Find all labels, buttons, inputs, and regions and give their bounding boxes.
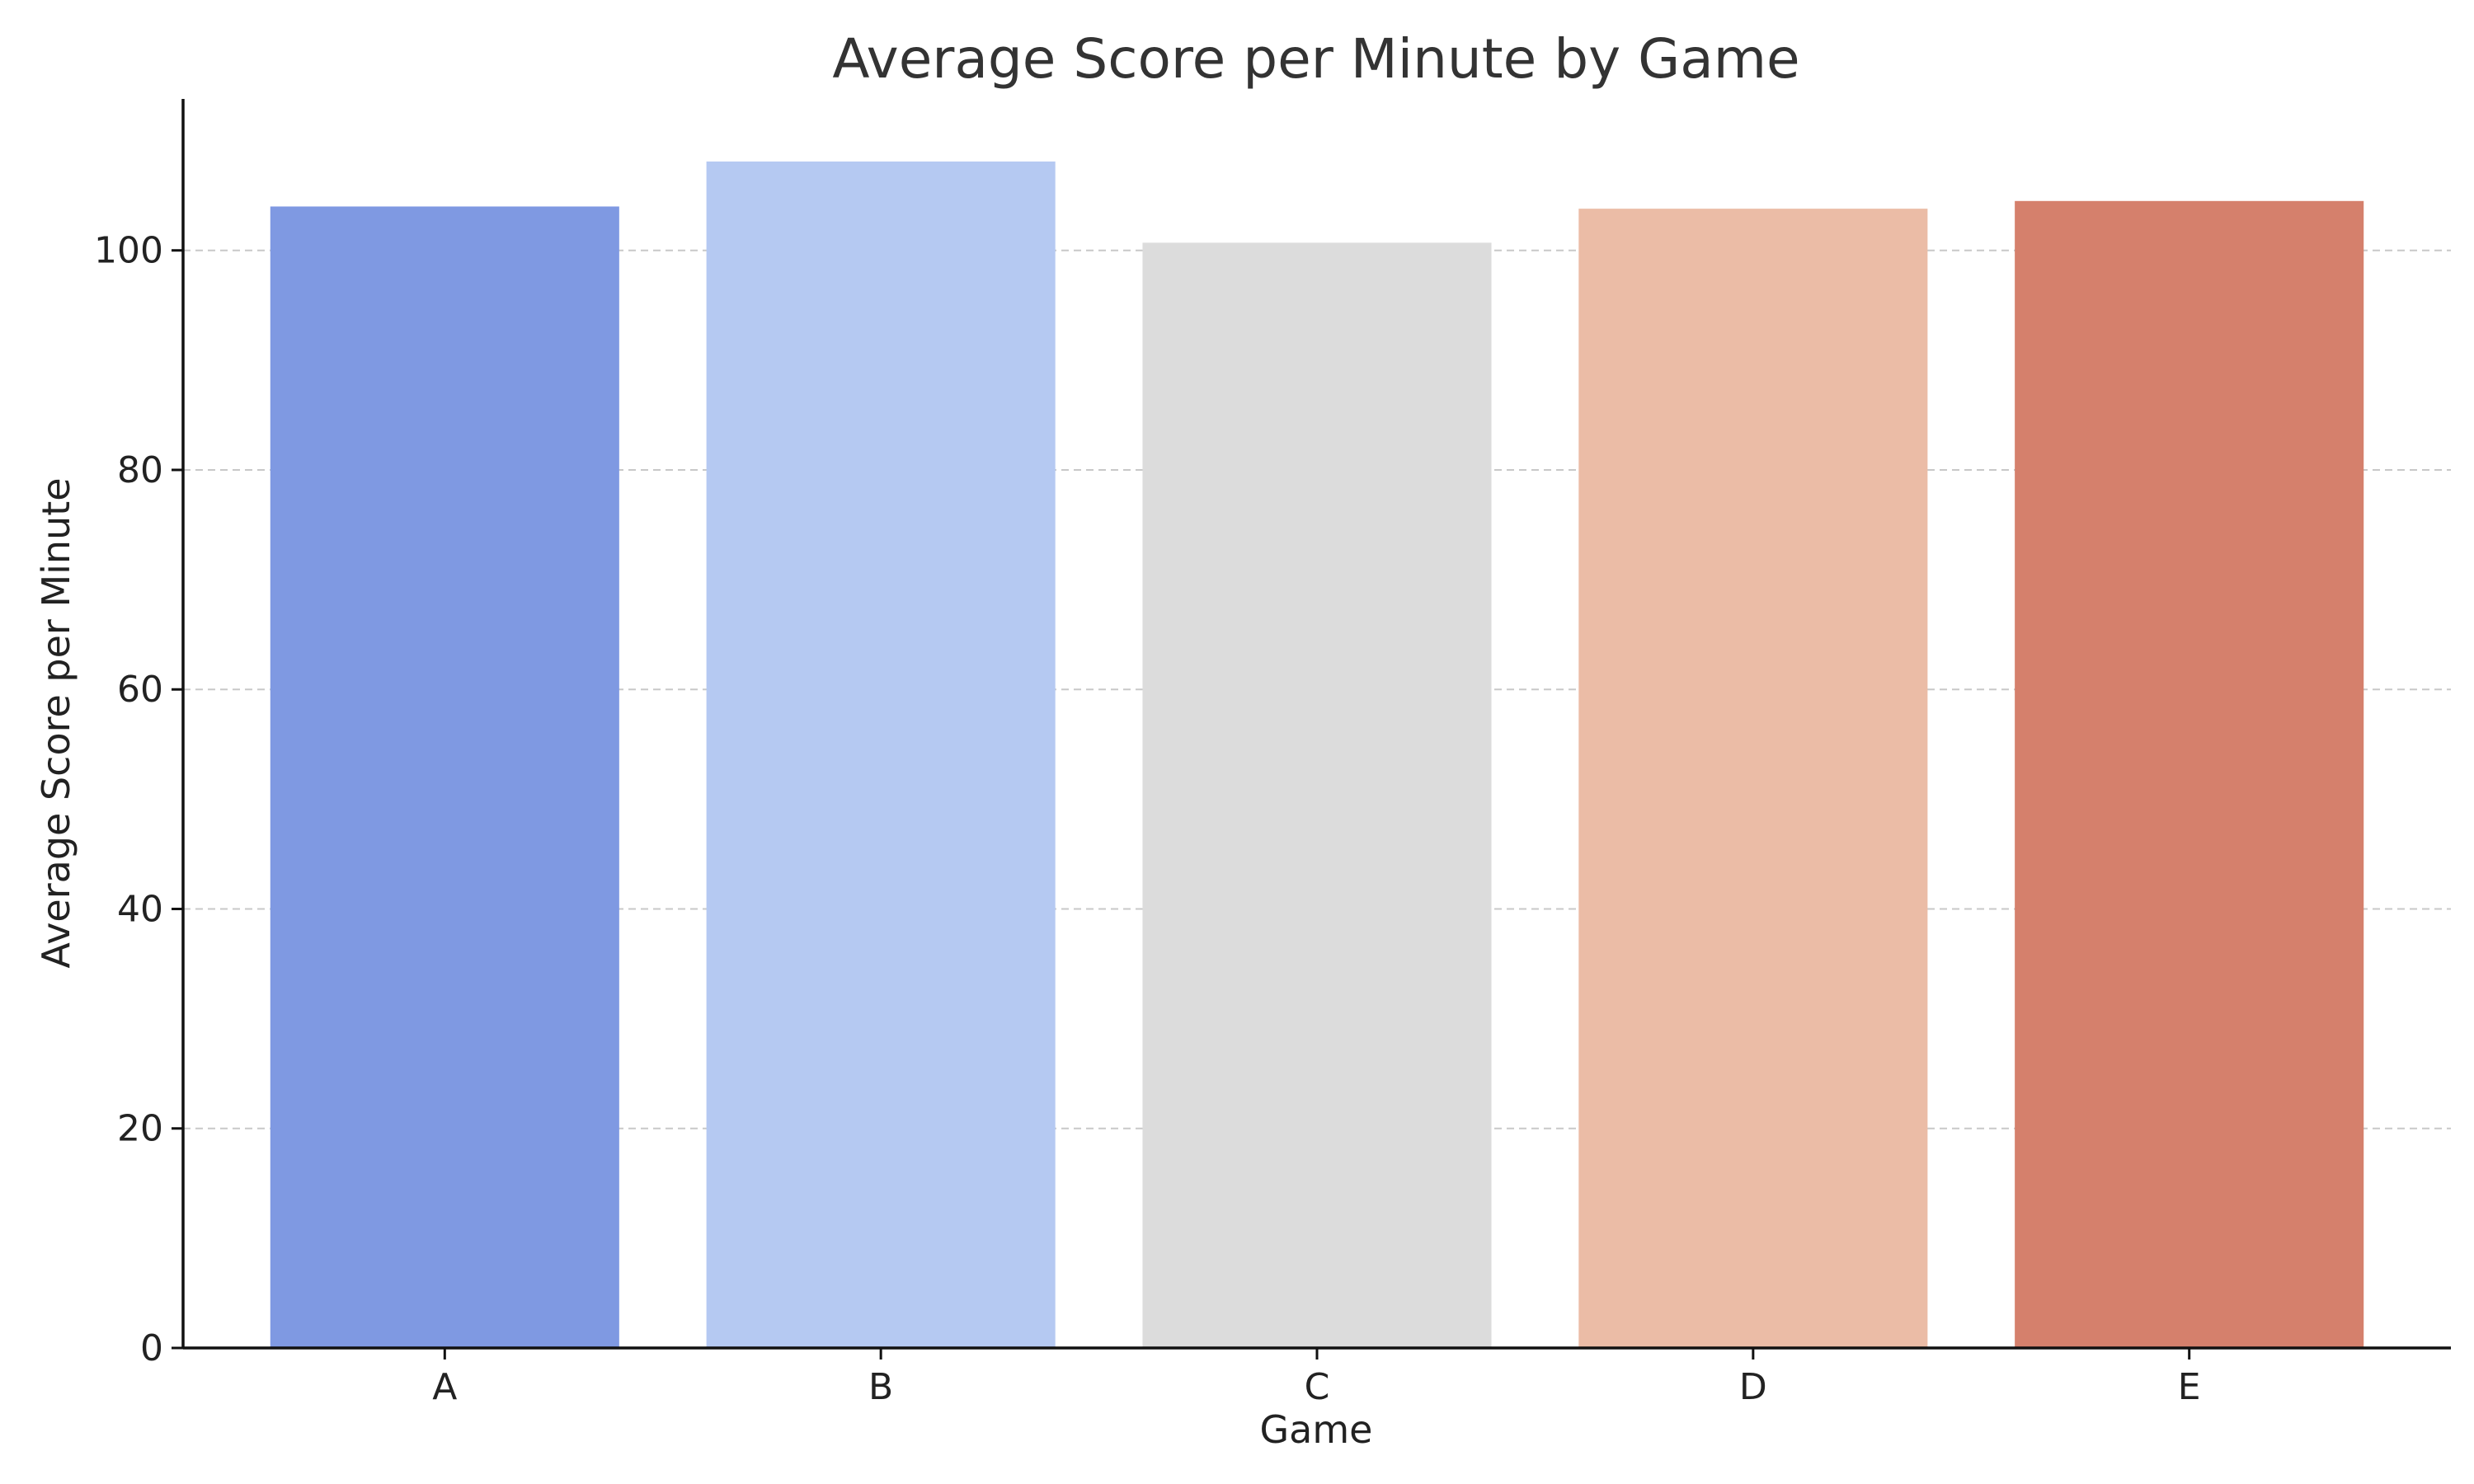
- x-tick-label: E: [2178, 1366, 2201, 1408]
- x-axis-ticks: A B C D E: [432, 1348, 2201, 1408]
- x-axis-label: Game: [1260, 1407, 1373, 1452]
- bar-c: [1142, 242, 1492, 1348]
- y-tick-label: 20: [117, 1108, 163, 1150]
- bars: [270, 161, 2364, 1349]
- y-tick-label: 80: [117, 449, 163, 491]
- x-tick-label: B: [868, 1366, 893, 1408]
- bar-b: [706, 161, 1056, 1348]
- y-tick-label: 100: [94, 230, 163, 272]
- y-tick-label: 40: [117, 888, 163, 930]
- y-axis-label: Average Score per Minute: [34, 477, 78, 968]
- x-tick-label: D: [1739, 1366, 1767, 1408]
- y-axis-ticks: 0 20 40 60 80 100: [94, 230, 183, 1369]
- bar-e: [2015, 200, 2364, 1348]
- y-tick-label: 0: [140, 1327, 163, 1369]
- bar-a: [270, 206, 619, 1349]
- x-tick-label: C: [1305, 1366, 1330, 1408]
- y-tick-label: 60: [117, 669, 163, 711]
- chart-title: Average Score per Minute by Game: [832, 27, 1799, 91]
- bar-d: [1578, 209, 1928, 1348]
- x-tick-label: A: [432, 1366, 457, 1408]
